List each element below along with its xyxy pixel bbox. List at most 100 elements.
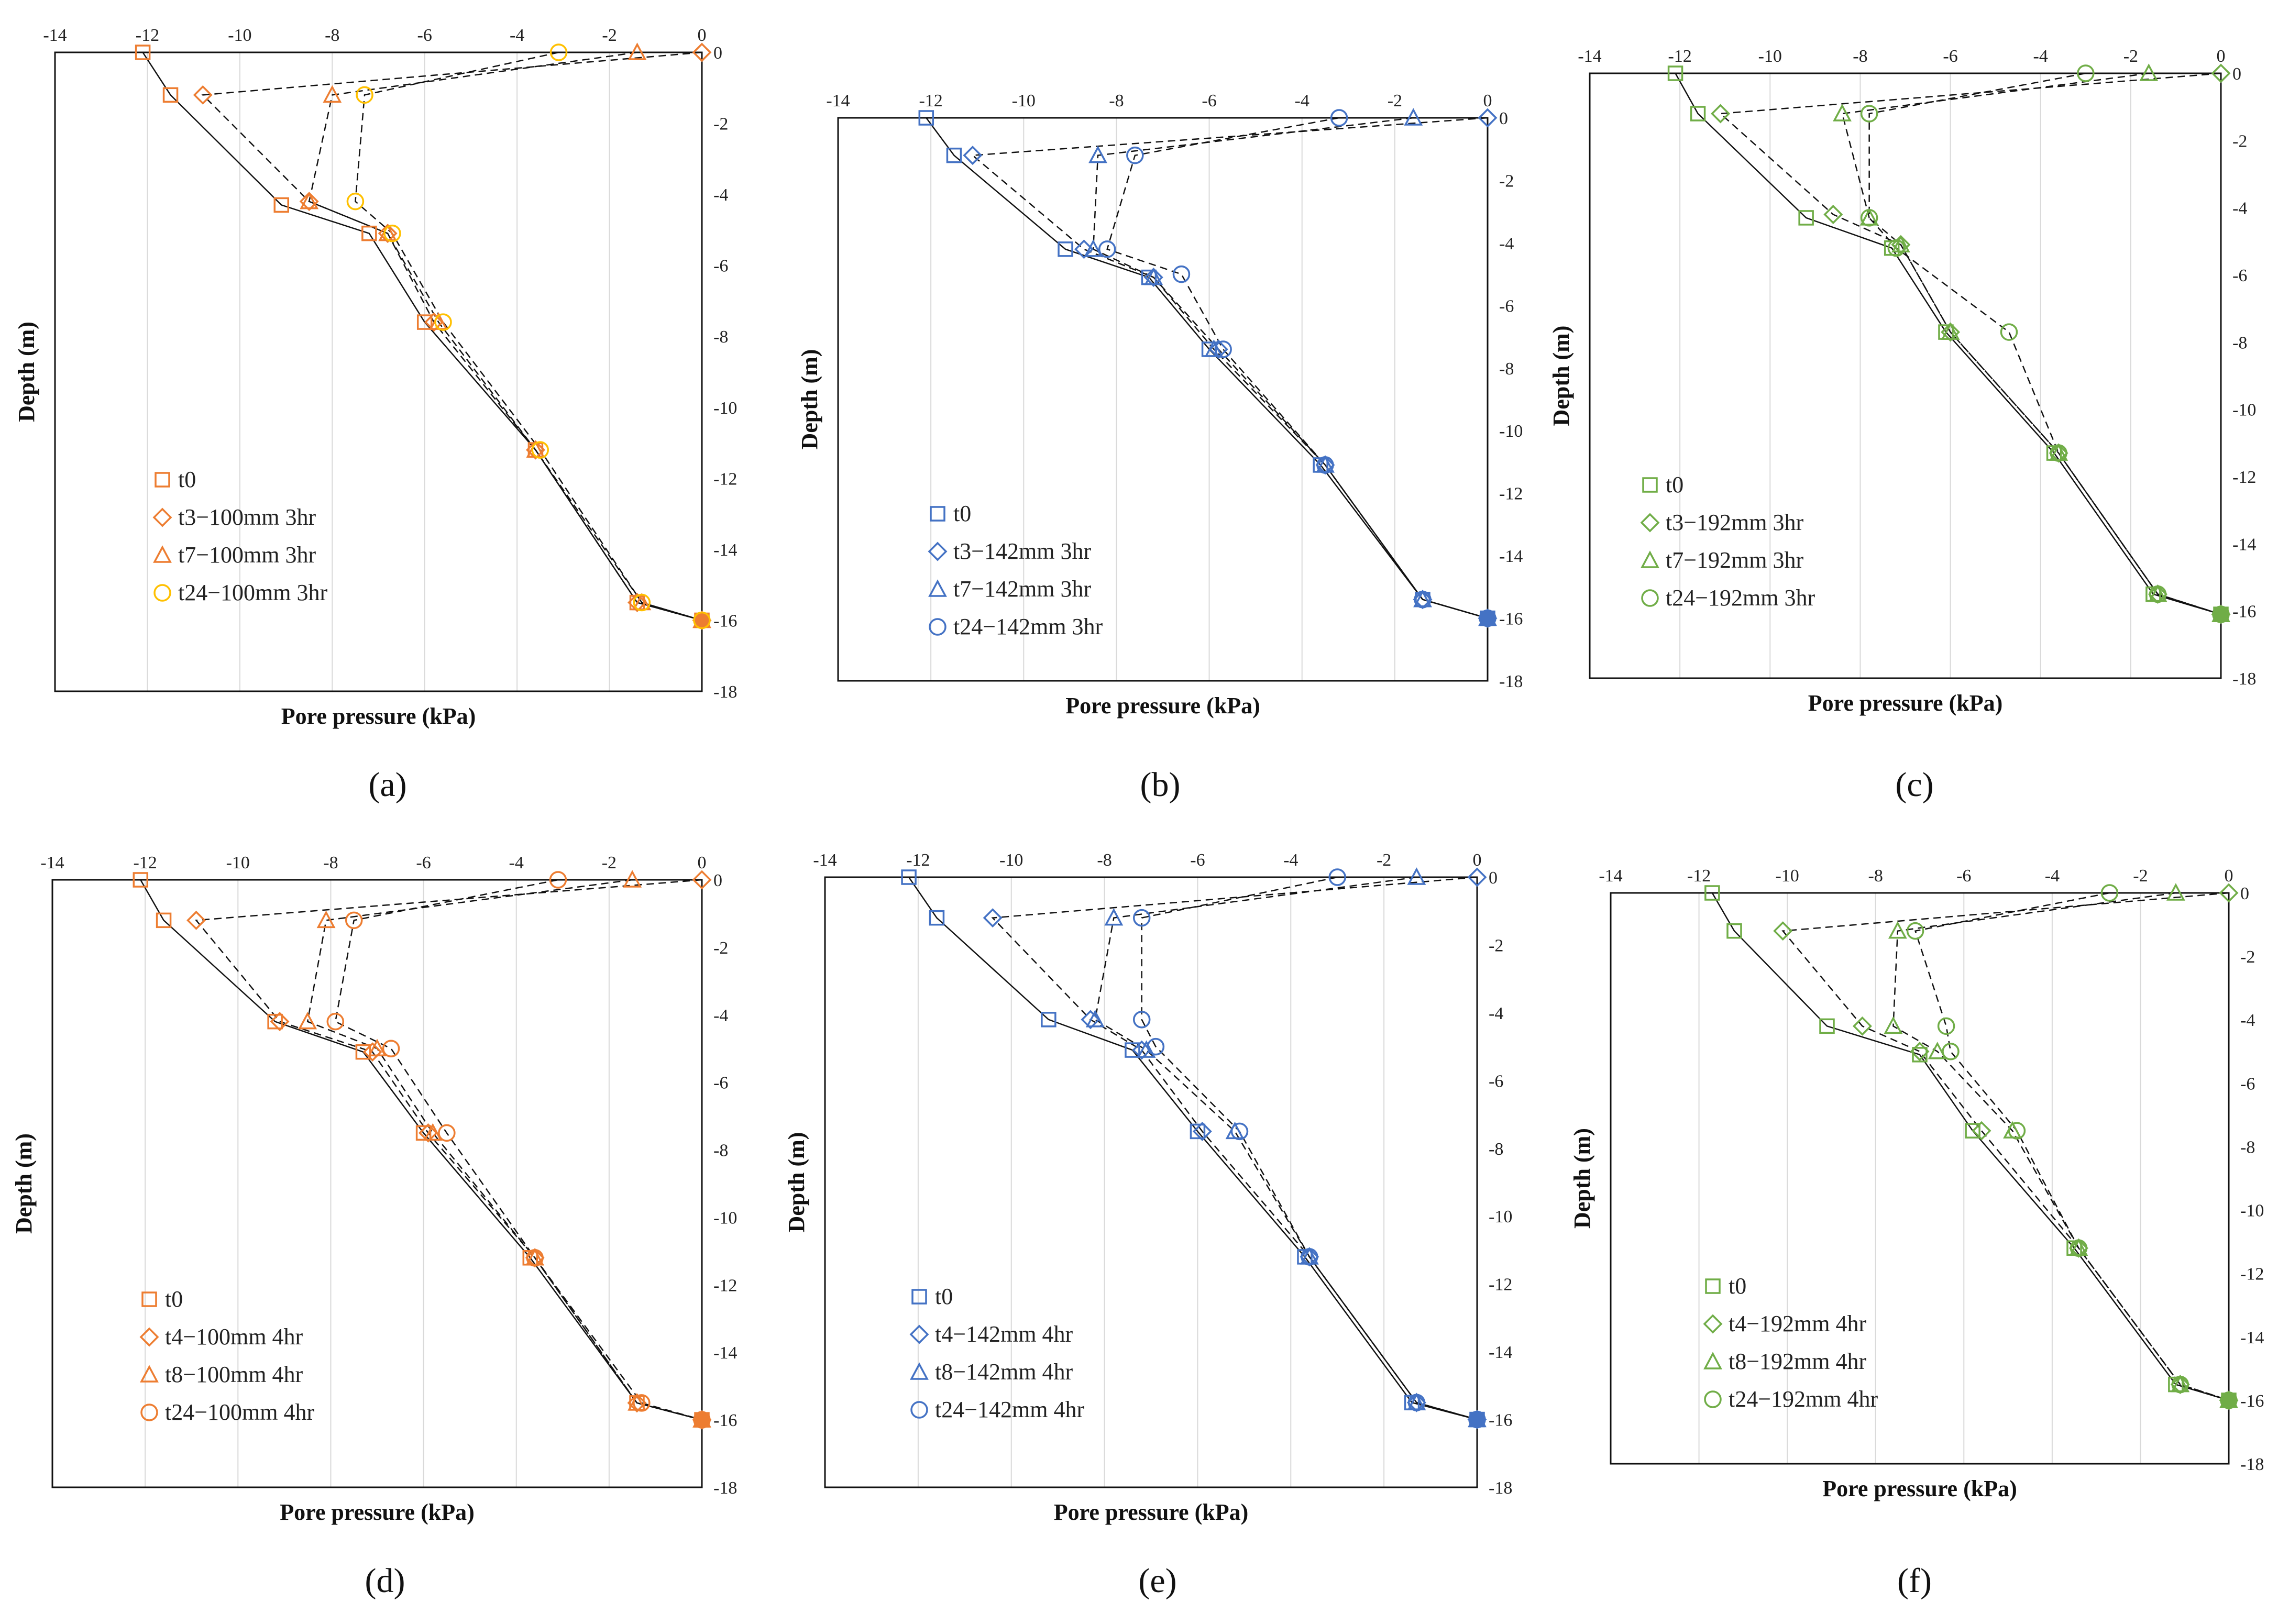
data-point xyxy=(692,870,712,890)
y-tick-label: -8 xyxy=(1489,1140,1503,1159)
x-tick-label: -4 xyxy=(2033,47,2048,66)
y-tick-label: 0 xyxy=(1499,109,1508,128)
panel-caption: (b) xyxy=(1140,766,1181,804)
data-point xyxy=(1330,109,1348,127)
data-point xyxy=(1478,108,1498,128)
data-point xyxy=(1316,456,1334,474)
legend-label: t4−100mm 4hr xyxy=(165,1324,303,1350)
data-point xyxy=(1912,1047,1928,1063)
x-tick-label: -10 xyxy=(228,26,251,45)
data-point xyxy=(633,593,651,612)
data-point xyxy=(1773,921,1793,941)
data-point xyxy=(1147,1037,1165,1056)
x-tick-label: -6 xyxy=(1943,47,1957,66)
legend-label: t7−100mm 3hr xyxy=(178,542,316,568)
legend-marker xyxy=(1704,1390,1722,1408)
x-tick-label: 0 xyxy=(2225,866,2233,886)
series-line xyxy=(306,879,702,1421)
y-tick-label: -6 xyxy=(1499,296,1514,316)
data-point xyxy=(1798,210,1814,226)
x-tick-label: -2 xyxy=(2123,47,2138,66)
data-point xyxy=(2148,584,2167,602)
series-line xyxy=(1841,72,2221,615)
series-line xyxy=(308,51,702,621)
x-tick-label: 0 xyxy=(698,26,707,45)
y-tick-label: -6 xyxy=(713,1074,728,1093)
legend-marker xyxy=(1703,1352,1722,1369)
data-point xyxy=(1144,267,1163,285)
data-point xyxy=(693,1411,711,1429)
x-axis-title: Pore pressure (kPa) xyxy=(1054,1499,1249,1525)
series-line xyxy=(1141,876,1478,1420)
data-point xyxy=(1190,1123,1206,1140)
plot-frame xyxy=(1589,72,2222,679)
x-tick-label: -2 xyxy=(602,26,617,45)
data-point xyxy=(382,1040,400,1057)
data-point xyxy=(1941,322,1961,342)
x-tick-label: -4 xyxy=(510,26,524,45)
data-point xyxy=(1887,239,1906,257)
data-point xyxy=(1468,1409,1487,1428)
y-tick-label: -2 xyxy=(2232,131,2247,151)
y-tick-label: -2 xyxy=(2240,947,2255,967)
data-point xyxy=(2211,63,2231,83)
x-tick-label: -2 xyxy=(2133,866,2148,886)
y-tick-label: -8 xyxy=(713,1141,728,1161)
data-point xyxy=(526,1249,544,1267)
y-tick-label: -2 xyxy=(1499,171,1514,191)
data-point xyxy=(1942,1043,1960,1060)
data-point xyxy=(525,1248,545,1266)
data-point xyxy=(1928,1042,1947,1059)
data-point xyxy=(623,870,642,888)
data-point xyxy=(424,312,444,332)
data-point xyxy=(1407,867,1426,885)
data-point xyxy=(1852,1016,1872,1036)
data-point xyxy=(418,1123,438,1143)
data-point xyxy=(1137,1040,1156,1058)
data-point xyxy=(632,592,652,611)
y-tick-label: -6 xyxy=(2240,1074,2255,1093)
x-tick-label: -14 xyxy=(43,26,67,45)
data-point xyxy=(525,440,545,460)
data-point xyxy=(2139,63,2159,81)
data-point xyxy=(345,911,363,930)
y-tick-label: -10 xyxy=(1489,1207,1512,1227)
data-point xyxy=(423,1123,443,1141)
y-tick-label: -14 xyxy=(2232,535,2256,554)
data-point xyxy=(1088,145,1107,163)
x-tick-label: 0 xyxy=(1483,91,1492,111)
x-tick-label: -10 xyxy=(1012,91,1036,111)
data-point xyxy=(438,1124,456,1142)
data-point xyxy=(2049,443,2068,461)
x-tick-label: 0 xyxy=(2217,47,2226,66)
y-tick-label: -16 xyxy=(2240,1391,2264,1411)
plot-frame xyxy=(837,117,1489,682)
y-tick-label: -10 xyxy=(2240,1201,2264,1221)
data-point xyxy=(963,146,983,165)
y-tick-label: -16 xyxy=(713,611,737,631)
data-point xyxy=(633,1394,651,1412)
data-point xyxy=(1906,922,1924,940)
series-line xyxy=(908,877,1478,1420)
x-tick-label: -10 xyxy=(1775,866,1799,886)
data-point xyxy=(692,42,712,62)
legend-marker xyxy=(930,506,945,522)
x-tick-label: -10 xyxy=(999,850,1023,870)
legend-marker xyxy=(1703,1314,1723,1334)
legend-label: t8−192mm 4hr xyxy=(1729,1349,1866,1374)
data-point xyxy=(1058,241,1073,257)
y-tick-label: -14 xyxy=(1499,547,1523,566)
y-tick-label: -12 xyxy=(1489,1275,1512,1295)
x-tick-label: -14 xyxy=(813,850,837,870)
y-tick-label: 0 xyxy=(1489,868,1498,888)
y-tick-label: -10 xyxy=(1499,422,1523,441)
x-tick-label: -4 xyxy=(1283,850,1298,870)
data-point xyxy=(2070,1239,2088,1257)
data-point xyxy=(273,197,289,213)
data-point xyxy=(1104,908,1124,926)
y-tick-label: -4 xyxy=(2240,1011,2255,1030)
data-point xyxy=(1125,1042,1140,1058)
y-axis-title: Depth (m) xyxy=(784,1132,809,1233)
x-tick-label: -6 xyxy=(1190,850,1205,870)
y-tick-label: -12 xyxy=(713,469,737,489)
